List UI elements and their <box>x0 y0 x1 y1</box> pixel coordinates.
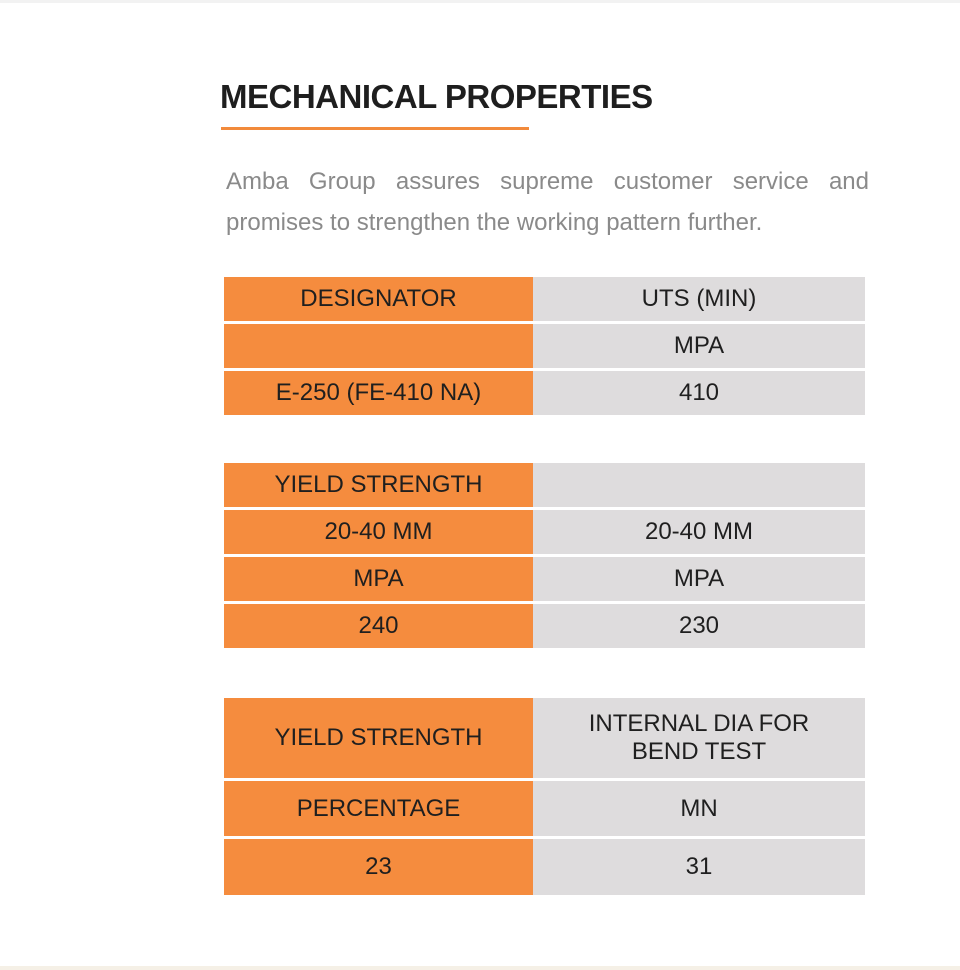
yield-strength-table: YIELD STRENGTH 20-40 MM 20-40 MM MPA MPA… <box>224 463 865 648</box>
table-cell: DESIGNATOR <box>224 277 533 321</box>
designator-uts-table: DESIGNATOR UTS (MIN) MPA E-250 (FE-410 N… <box>224 277 865 415</box>
table-cell: 23 <box>224 839 533 895</box>
table-row: 23 31 <box>224 839 865 895</box>
table-cell <box>533 463 865 507</box>
table-cell: 20-40 MM <box>224 510 533 554</box>
table-cell: E-250 (FE-410 NA) <box>224 371 533 415</box>
table-row: PERCENTAGE MN <box>224 781 865 836</box>
table-cell: MN <box>533 781 865 836</box>
table-row: 240 230 <box>224 604 865 648</box>
table-row: 20-40 MM 20-40 MM <box>224 510 865 554</box>
table-cell: UTS (MIN) <box>533 277 865 321</box>
table-row: MPA <box>224 324 865 368</box>
table-row: E-250 (FE-410 NA) 410 <box>224 371 865 415</box>
table-cell: YIELD STRENGTH <box>224 698 533 778</box>
table-cell: MPA <box>533 324 865 368</box>
bottom-divider <box>0 966 960 970</box>
table-cell: MPA <box>533 557 865 601</box>
table-row: YIELD STRENGTH <box>224 463 865 507</box>
table-cell: 31 <box>533 839 865 895</box>
title-underline <box>221 127 529 130</box>
table-cell: INTERNAL DIA FOR BEND TEST <box>533 698 865 778</box>
table-row: DESIGNATOR UTS (MIN) <box>224 277 865 321</box>
page-title: MECHANICAL PROPERTIES <box>220 78 653 115</box>
table-cell: 20-40 MM <box>533 510 865 554</box>
table-row: YIELD STRENGTH INTERNAL DIA FOR BEND TES… <box>224 698 865 778</box>
table-cell: 240 <box>224 604 533 648</box>
top-divider <box>0 0 960 3</box>
table-cell: YIELD STRENGTH <box>224 463 533 507</box>
intro-paragraph: Amba Group assures supreme customer serv… <box>226 168 869 236</box>
table-cell <box>224 324 533 368</box>
table-cell: 230 <box>533 604 865 648</box>
table-cell: MPA <box>224 557 533 601</box>
table-row: MPA MPA <box>224 557 865 601</box>
table-cell: 410 <box>533 371 865 415</box>
table-cell: PERCENTAGE <box>224 781 533 836</box>
bend-test-table: YIELD STRENGTH INTERNAL DIA FOR BEND TES… <box>224 698 865 895</box>
